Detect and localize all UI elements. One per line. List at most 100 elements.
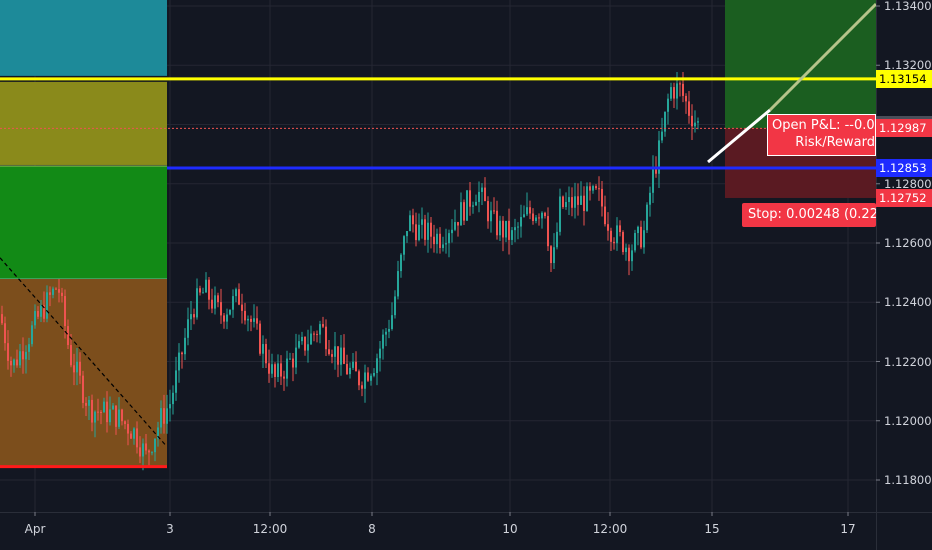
candle-body bbox=[208, 279, 210, 300]
candle-body bbox=[298, 341, 300, 348]
candle-body bbox=[520, 217, 522, 227]
candle-body bbox=[103, 401, 105, 413]
candle-body bbox=[7, 343, 9, 361]
candle-body bbox=[292, 358, 294, 368]
time-tick-label: Apr bbox=[24, 522, 46, 536]
candle-body bbox=[283, 376, 285, 379]
target-zone bbox=[725, 0, 876, 129]
candle-body bbox=[493, 210, 495, 212]
candle-body bbox=[376, 358, 378, 374]
candle-body bbox=[502, 220, 504, 238]
candle-body bbox=[556, 231, 558, 248]
candle-body bbox=[181, 352, 183, 355]
candle-body bbox=[175, 370, 177, 393]
candle-body bbox=[367, 372, 369, 381]
candle-body bbox=[313, 333, 315, 335]
candle-body bbox=[592, 186, 594, 191]
time-tick-label: 12:00 bbox=[592, 522, 628, 536]
candle-body bbox=[286, 358, 288, 379]
candle-body bbox=[322, 324, 324, 327]
candle-body bbox=[40, 305, 42, 317]
candle-body bbox=[211, 299, 213, 309]
candle-body bbox=[160, 408, 162, 428]
candle-body bbox=[631, 250, 633, 262]
candle-body bbox=[580, 195, 582, 205]
candle-body bbox=[112, 405, 114, 410]
candle-body bbox=[442, 244, 444, 248]
candle-body bbox=[604, 206, 606, 225]
price-tag: 1.12987 bbox=[876, 119, 932, 138]
candle-body bbox=[58, 289, 60, 293]
candle-body bbox=[319, 324, 321, 335]
candle-body bbox=[601, 188, 603, 207]
candle-body bbox=[457, 222, 459, 226]
projection-line-extension bbox=[768, 2, 878, 112]
candle-body bbox=[463, 202, 465, 221]
candle-body bbox=[340, 347, 342, 365]
candle-body bbox=[451, 229, 453, 234]
candle-body bbox=[337, 346, 339, 365]
candle-body bbox=[382, 334, 384, 349]
time-tick-label: 8 bbox=[368, 522, 376, 536]
price-tick-label: 1.13400 bbox=[884, 0, 932, 13]
candle-body bbox=[25, 351, 27, 360]
candle-body bbox=[685, 95, 687, 102]
candle-body bbox=[184, 337, 186, 355]
candle-body bbox=[688, 101, 690, 116]
candle-body bbox=[31, 325, 33, 345]
candle-body bbox=[4, 323, 6, 344]
candle-body bbox=[511, 230, 513, 240]
price-tick-label: 1.12000 bbox=[884, 413, 932, 428]
stop-text: Stop: 0.00248 (0.22% bbox=[748, 207, 876, 222]
candle-body bbox=[361, 385, 363, 389]
candle-body bbox=[229, 309, 231, 315]
candle-body bbox=[52, 288, 54, 295]
candle-body bbox=[172, 392, 174, 405]
candle-body bbox=[526, 207, 528, 215]
candle-body bbox=[310, 333, 312, 345]
candle-body bbox=[244, 310, 246, 321]
candle-body bbox=[667, 98, 669, 112]
candle-body bbox=[553, 247, 555, 264]
candle-body bbox=[70, 345, 72, 366]
candle-body bbox=[469, 190, 471, 207]
candle-body bbox=[238, 289, 240, 305]
candle-body bbox=[88, 399, 90, 406]
open-pl-text: Open P&L: --0.000 bbox=[772, 118, 875, 133]
candle-body bbox=[262, 344, 264, 354]
candle-body bbox=[232, 296, 234, 310]
candle-body bbox=[304, 336, 306, 351]
candle-body bbox=[517, 226, 519, 228]
candle-body bbox=[325, 326, 327, 350]
candle-body bbox=[595, 186, 597, 189]
candle-body bbox=[85, 402, 87, 406]
candle-body bbox=[220, 302, 222, 316]
candle-body bbox=[409, 215, 411, 231]
candle-body bbox=[82, 375, 84, 403]
candle-body bbox=[73, 365, 75, 373]
candle-body bbox=[406, 230, 408, 237]
candle-body bbox=[400, 254, 402, 272]
candle-body bbox=[280, 363, 282, 377]
candle-body bbox=[571, 197, 573, 208]
candle-body bbox=[199, 288, 201, 293]
candle-body bbox=[247, 318, 249, 321]
candle-body bbox=[385, 331, 387, 335]
candle-body bbox=[289, 358, 291, 360]
candle-body bbox=[364, 372, 366, 389]
candle-body bbox=[163, 408, 165, 424]
candle-body bbox=[121, 409, 123, 422]
candle-body bbox=[202, 292, 204, 294]
candle-body bbox=[241, 304, 243, 311]
candle-body bbox=[397, 271, 399, 297]
candle-body bbox=[10, 360, 12, 366]
time-tick-label: 17 bbox=[840, 522, 856, 536]
candle-body bbox=[106, 401, 108, 423]
candle-body bbox=[646, 204, 648, 231]
candle-body bbox=[388, 328, 390, 332]
candle-body bbox=[19, 351, 21, 366]
candle-body bbox=[205, 279, 207, 293]
candle-body bbox=[358, 371, 360, 386]
